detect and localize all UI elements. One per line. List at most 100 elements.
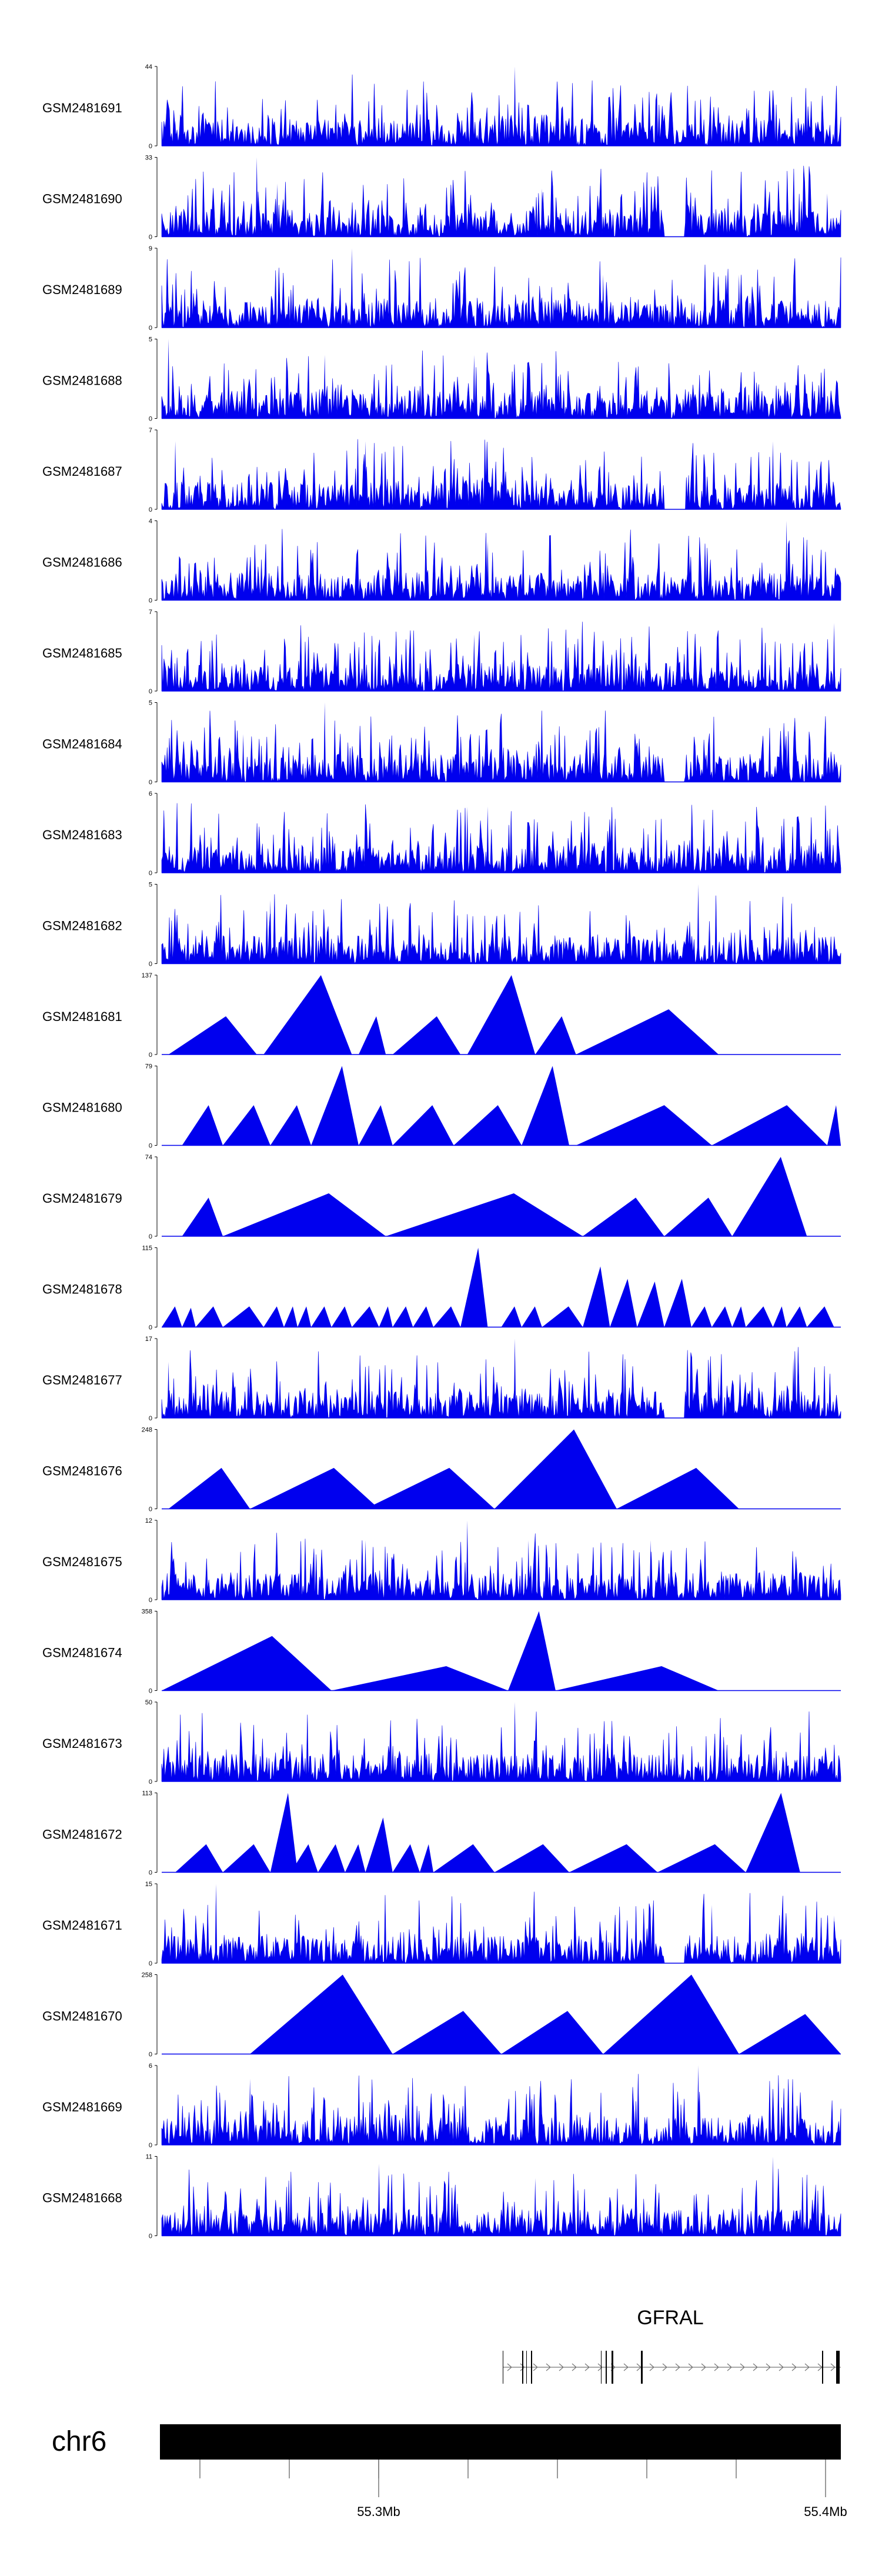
track-label: GSM2481676 [42,1464,122,1479]
coverage-spike [513,66,516,146]
y-min-label: 0 [149,870,152,877]
y-max-label: 258 [142,1972,152,1979]
y-max-label: 50 [145,1699,152,1706]
coverage-spike [649,1540,652,1600]
coverage-spike [771,2156,774,2236]
coverage-peak [222,1844,270,1873]
coverage-peak [732,1157,807,1236]
strand-arrow-icon [584,2363,590,2371]
coverage-peak [195,1306,223,1327]
coverage-spike [377,2163,380,2236]
y-max-label: 6 [149,2063,152,2070]
strand-arrow-icon [559,2363,564,2371]
strand-arrow-icon [830,2363,836,2371]
coverage-area [161,710,841,783]
track-label: GSM2481678 [42,1282,122,1297]
track-label: GSM2481690 [42,192,122,206]
strand-arrow-icon [727,2363,732,2371]
track-label: GSM2481672 [42,1827,122,1842]
track-GSM2481683: GSM2481683 6 0 [42,790,841,877]
track-GSM2481679: GSM2481679 74 0 [42,1154,841,1240]
y-max-label: 12 [145,1517,152,1524]
track-label: GSM2481686 [42,555,122,570]
chromosome-label: chr6 [52,2426,106,2457]
coverage-area [161,74,841,146]
track-label: GSM2481675 [42,1554,122,1569]
coverage-spike [242,734,245,782]
coverage-peak [657,1844,746,1873]
exon-mark [606,2351,607,2384]
coverage-peak [711,1306,733,1327]
coverage-peak [162,1306,182,1327]
track-label: GSM2481691 [42,101,122,115]
y-max-label: 7 [149,609,152,616]
y-min-label: 0 [149,1688,152,1695]
strand-arrow-icon [675,2363,680,2371]
y-min-label: 0 [149,1506,152,1513]
coverage-spike [255,157,258,237]
y-min-label: 0 [149,688,152,695]
coverage-peak [827,1105,841,1146]
coverage-spike [364,1540,367,1600]
coverage-spike [167,1362,170,1418]
exon-mark [836,2351,840,2384]
y-min-label: 0 [149,2142,152,2149]
track-GSM2481674: GSM2481674 358 0 [42,1609,841,1695]
y-min-label: 0 [149,2051,152,2058]
strand-arrow-icon [766,2363,771,2371]
track-GSM2481668: GSM2481668 11 0 [42,2154,841,2240]
coverage-spike [500,1759,503,1781]
y-max-label: 358 [142,1609,152,1616]
coverage-spike [174,121,177,146]
coverage-peak [711,1105,827,1146]
coverage-spike [486,806,489,873]
coverage-peak [746,1306,773,1327]
coverage-area [161,1891,841,1964]
coverage-area [161,529,841,601]
strand-arrow-icon [804,2363,810,2371]
coverage-peak [542,1306,583,1327]
strand-arrow-icon [520,2363,525,2371]
y-max-label: 9 [149,245,152,252]
exon-mark [531,2351,532,2384]
coverage-peak [222,1193,386,1236]
coverage-peak [290,1844,318,1873]
strand-arrow-icon [791,2363,797,2371]
coverage-peak [222,1105,270,1146]
coverage-peak [773,1306,787,1327]
y-min-label: 0 [149,961,152,968]
coverage-peak [250,1467,379,1509]
exon-mark [612,2351,613,2384]
track-label: GSM2481673 [42,1736,122,1751]
exon-mark [526,2351,527,2384]
track-GSM2481690: GSM2481690 33 0 [42,155,841,241]
strand-arrow-icon [572,2363,577,2371]
coverage-peak [250,1974,393,2054]
coverage-spike [323,702,326,782]
coverage-spike [534,2178,537,2236]
coverage-peak [345,1844,366,1873]
strand-arrow-icon [688,2363,693,2371]
coverage-spike [710,1905,713,1963]
coverage-peak [331,1666,509,1691]
coverage-peak [732,1306,746,1327]
coverage-peak [331,1306,352,1327]
y-max-label: 44 [145,64,152,71]
track-GSM2481673: GSM2481673 50 0 [42,1699,841,1786]
coverage-area [161,1533,841,1600]
track-label: GSM2481674 [42,1646,122,1660]
strand-arrow-icon [533,2363,538,2371]
y-min-label: 0 [149,598,152,605]
track-GSM2481676: GSM2481676 248 0 [42,1427,841,1513]
coverage-peak [786,1306,807,1327]
coverage-spike [833,1916,836,1963]
y-max-label: 17 [145,1336,152,1343]
coverage-spike [473,634,476,691]
y-max-label: 11 [146,2154,152,2161]
axis-tick-label: 55.4Mb [804,2504,847,2519]
coverage-peak [182,1307,196,1327]
coverage-spike [602,275,604,328]
coverage-peak [392,2011,502,2054]
coverage-peak [413,1306,433,1327]
y-max-label: 15 [145,1881,152,1888]
